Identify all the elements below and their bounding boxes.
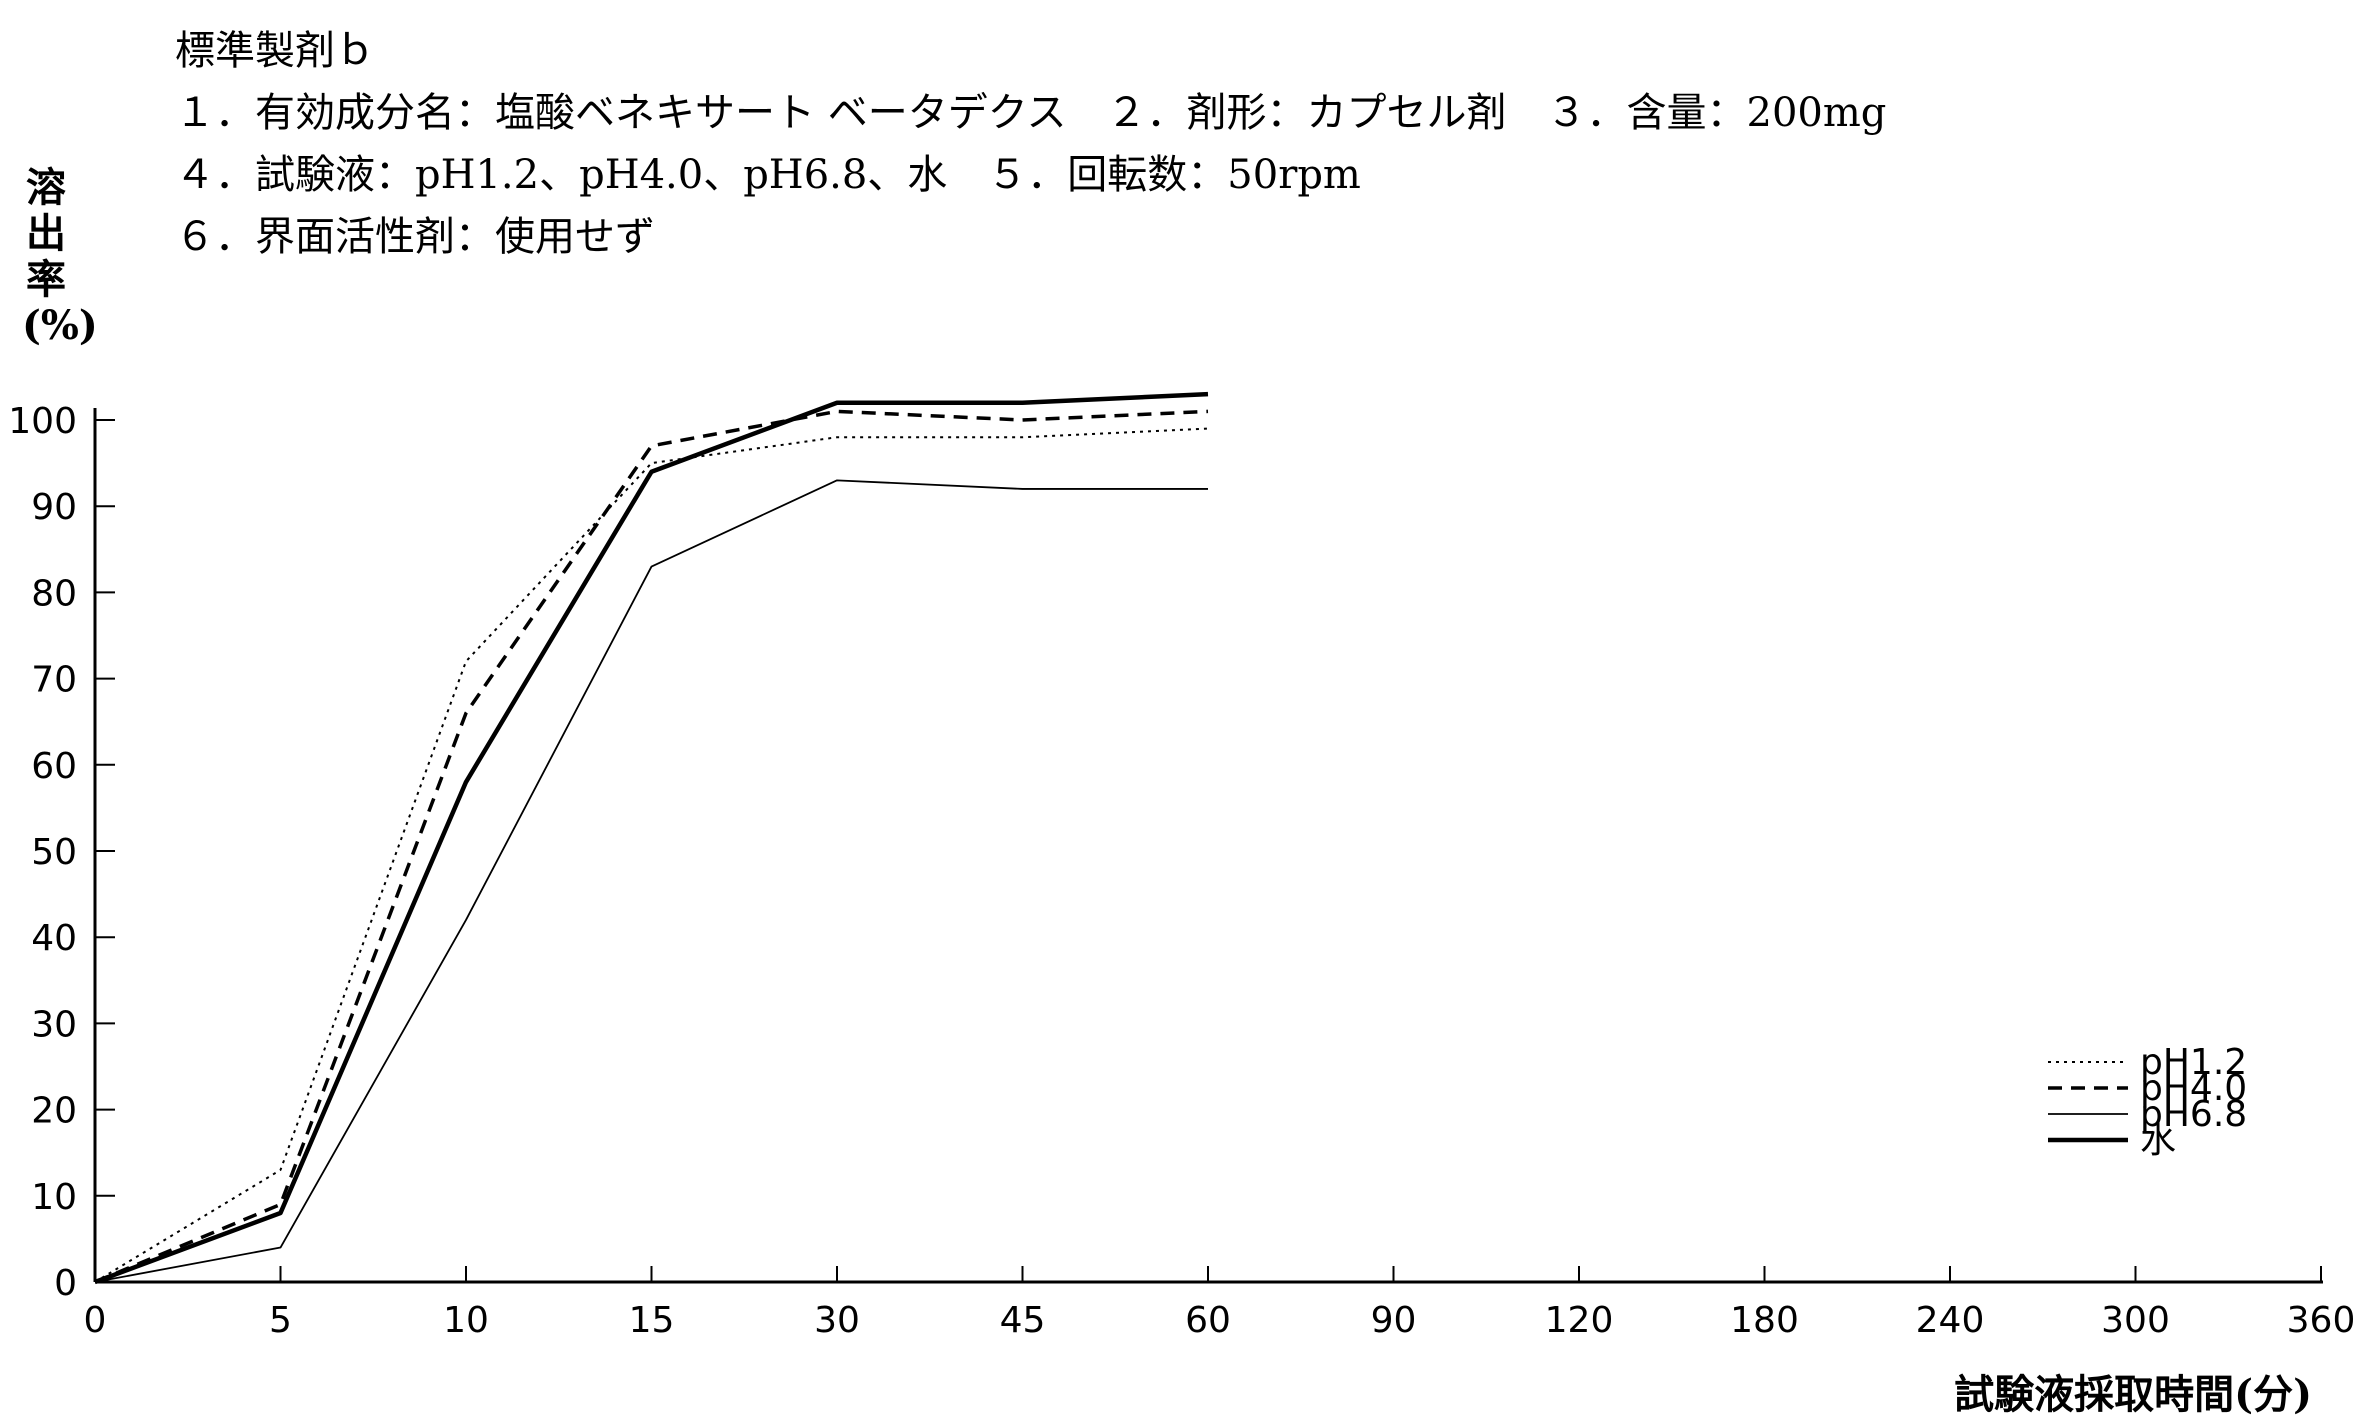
x-tick-label: 15 <box>629 1300 675 1341</box>
series-lines <box>94 391 1209 1285</box>
y-tick-label: 80 <box>31 573 77 614</box>
y-tick-label: 60 <box>31 746 77 787</box>
header-line-1: １．有効成分名：塩酸ベネキサート ベータデクス ２．剤形：カプセル剤 ３．含量：… <box>175 90 1887 136</box>
x-tick-label: 240 <box>1916 1300 1985 1341</box>
x-tick-label: 60 <box>1185 1300 1231 1341</box>
x-tick-label: 360 <box>2287 1300 2356 1341</box>
x-tick-label: 180 <box>1730 1300 1799 1341</box>
x-tick-label: 30 <box>814 1300 860 1341</box>
y-ticks: 0 10 20 30 40 50 60 70 80 90 100 <box>8 401 115 1304</box>
x-axis-label: 試験液採取時間(分) <box>1954 1371 2312 1418</box>
y-tick-label: 0 <box>54 1263 77 1304</box>
y-tick-label: 100 <box>8 401 77 442</box>
legend-label: pH6.8 <box>2140 1094 2247 1135</box>
x-tick-label: 45 <box>1000 1300 1046 1341</box>
chart-title: 標準製剤ｂ <box>175 28 375 74</box>
x-tick-label: 5 <box>269 1300 292 1341</box>
x-tick-label: 300 <box>2101 1300 2170 1341</box>
legend-label: pH4.0 <box>2140 1068 2247 1109</box>
series-line-水 <box>94 391 1209 1285</box>
y-tick-label: 20 <box>31 1091 77 1132</box>
axes <box>93 408 2323 1284</box>
y-tick-label: 70 <box>31 660 77 701</box>
legend-label: pH1.2 <box>2140 1042 2247 1083</box>
header-line-3: ６．界面活性剤：使用せず <box>175 214 655 260</box>
x-tick-label: 0 <box>84 1300 107 1341</box>
y-tick-label: 30 <box>31 1004 77 1045</box>
legend-label: 水 <box>2140 1120 2176 1161</box>
y-tick-label: 50 <box>31 832 77 873</box>
x-tick-label: 10 <box>443 1300 489 1341</box>
x-tick-label: 120 <box>1545 1300 1614 1341</box>
x-ticks: 0 5 10 15 30 45 60 90 120 180 240 300 360 <box>84 1266 2356 1341</box>
y-tick-label: 10 <box>31 1177 77 1218</box>
series-line-pH4.0 <box>94 409 1209 1284</box>
series-line-pH1.2 <box>94 427 1209 1283</box>
x-tick-label: 90 <box>1371 1300 1417 1341</box>
header-line-2: ４．試験液：pH1.2、pH4.0、pH6.8、水 ５．回転数：50rpm <box>175 152 1361 198</box>
series-line-pH6.8 <box>94 479 1208 1283</box>
y-tick-label: 40 <box>31 918 77 959</box>
y-tick-label: 90 <box>31 487 77 528</box>
